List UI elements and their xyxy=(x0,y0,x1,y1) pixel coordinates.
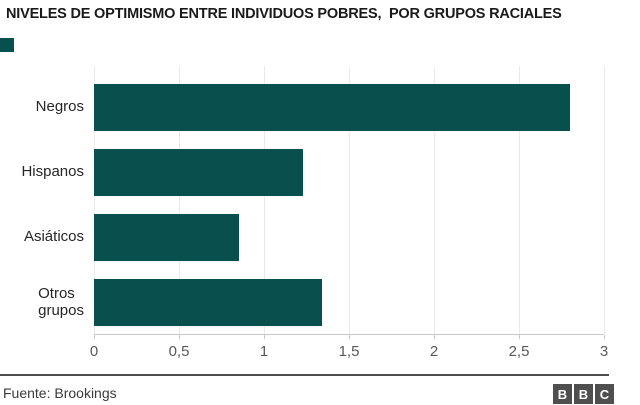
category-label-otros-grupos: Otros grupos xyxy=(0,279,84,326)
gridline xyxy=(94,66,95,334)
x-axis-tick xyxy=(179,335,180,339)
x-axis-tick xyxy=(434,335,435,339)
x-axis-tick xyxy=(94,335,95,339)
bbc-logo-block: B xyxy=(553,384,572,404)
category-label-text: Asiáticos xyxy=(23,228,84,246)
x-tick-label-1: 1 xyxy=(259,343,269,360)
gridline xyxy=(604,66,605,334)
bbc-logo-block: B xyxy=(574,384,593,404)
gridline xyxy=(434,66,435,334)
plot-area xyxy=(94,66,605,335)
category-label-text: Otros grupos xyxy=(38,285,84,319)
bar-otros-grupos xyxy=(94,279,322,326)
category-label-text: Hispanos xyxy=(21,163,84,181)
category-label-text: Negros xyxy=(35,98,84,116)
x-tick-label-0: 0 xyxy=(89,343,99,360)
x-axis-tick xyxy=(519,335,520,339)
category-label-hispanos: Hispanos xyxy=(0,149,84,196)
chart-title: NIVELES DE OPTIMISMO ENTRE INDIVIDUOS PO… xyxy=(6,6,562,22)
gridline xyxy=(349,66,350,334)
bar-negros xyxy=(94,84,570,131)
x-axis-tick xyxy=(604,335,605,339)
x-axis-tick xyxy=(264,335,265,339)
category-label-asiaticos: Asiáticos xyxy=(0,214,84,261)
gridline xyxy=(264,66,265,334)
legend-swatch xyxy=(0,38,14,52)
bbc-logo-block: C xyxy=(595,384,614,404)
gridline xyxy=(519,66,520,334)
category-label-negros: Negros xyxy=(0,84,84,131)
x-tick-label-3: 3 xyxy=(599,343,609,360)
bar-asiaticos xyxy=(94,214,239,261)
x-tick-label-0-5: 0,5 xyxy=(168,343,190,360)
x-axis-tick xyxy=(349,335,350,339)
source-credit: Fuente: Brookings xyxy=(3,385,117,401)
bar-hispanos xyxy=(94,149,303,196)
x-tick-label-2-5: 2,5 xyxy=(508,343,530,360)
x-tick-label-1-5: 1,5 xyxy=(338,343,360,360)
gridline xyxy=(179,66,180,334)
footer-divider xyxy=(0,374,609,376)
x-tick-label-2: 2 xyxy=(429,343,439,360)
